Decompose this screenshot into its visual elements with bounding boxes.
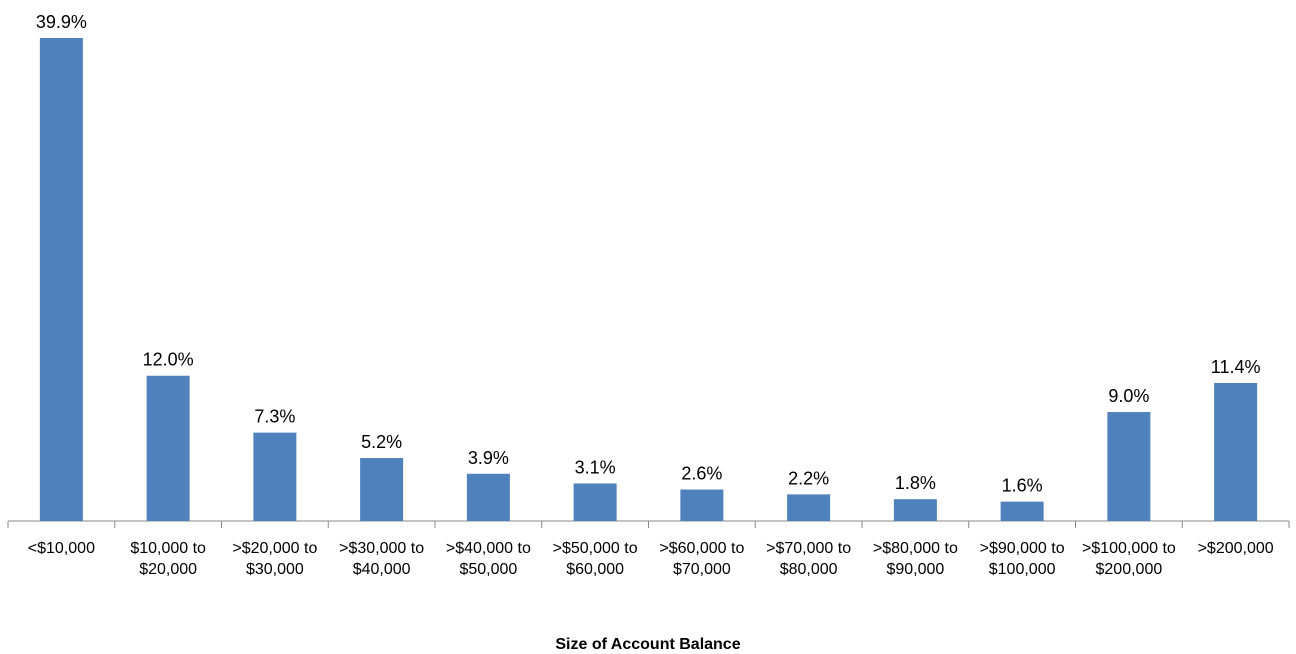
x-tick-label: >$60,000 to $70,000 xyxy=(659,540,745,578)
value-label: 1.6% xyxy=(1002,476,1043,496)
x-tick-label: >$100,000 to $200,000 xyxy=(1081,540,1176,578)
value-label: 11.4% xyxy=(1211,357,1261,377)
x-tick-label: >$40,000 to $50,000 xyxy=(445,540,531,578)
x-tick-label: >$200,000 xyxy=(1197,540,1274,557)
bar xyxy=(466,473,510,521)
value-label: 3.1% xyxy=(575,457,616,477)
x-tick-label: >$90,000 to $100,000 xyxy=(979,540,1065,578)
value-label: 9.0% xyxy=(1108,386,1149,406)
value-label: 5.2% xyxy=(361,432,402,452)
x-tick-label: >$50,000 to $60,000 xyxy=(552,540,638,578)
x-tick-label: >$20,000 to $30,000 xyxy=(232,540,318,578)
bar xyxy=(787,494,831,521)
value-label: 12.0% xyxy=(143,350,194,370)
x-tick-label: <$10,000 xyxy=(27,540,95,557)
x-axis-title: Size of Account Balance xyxy=(555,636,741,653)
x-tick-label: >$80,000 to $90,000 xyxy=(872,540,958,578)
bar xyxy=(1107,412,1151,521)
bar xyxy=(39,38,83,521)
bar xyxy=(1214,383,1258,521)
bar xyxy=(146,375,190,521)
bar xyxy=(680,489,724,521)
bar xyxy=(893,499,937,521)
value-label: 7.3% xyxy=(254,407,295,427)
x-tick-label: >$70,000 to $80,000 xyxy=(766,540,852,578)
value-label: 2.2% xyxy=(788,468,829,488)
value-label: 3.9% xyxy=(468,448,509,468)
x-tick-label: >$30,000 to $40,000 xyxy=(339,540,425,578)
bar xyxy=(1000,501,1044,521)
value-label: 2.6% xyxy=(681,464,722,484)
value-label: 39.9% xyxy=(36,12,87,32)
x-tick-label: $10,000 to $20,000 xyxy=(130,540,206,578)
value-label: 1.8% xyxy=(895,473,936,493)
bar xyxy=(360,458,404,521)
bar xyxy=(573,483,617,521)
bar xyxy=(253,432,297,521)
